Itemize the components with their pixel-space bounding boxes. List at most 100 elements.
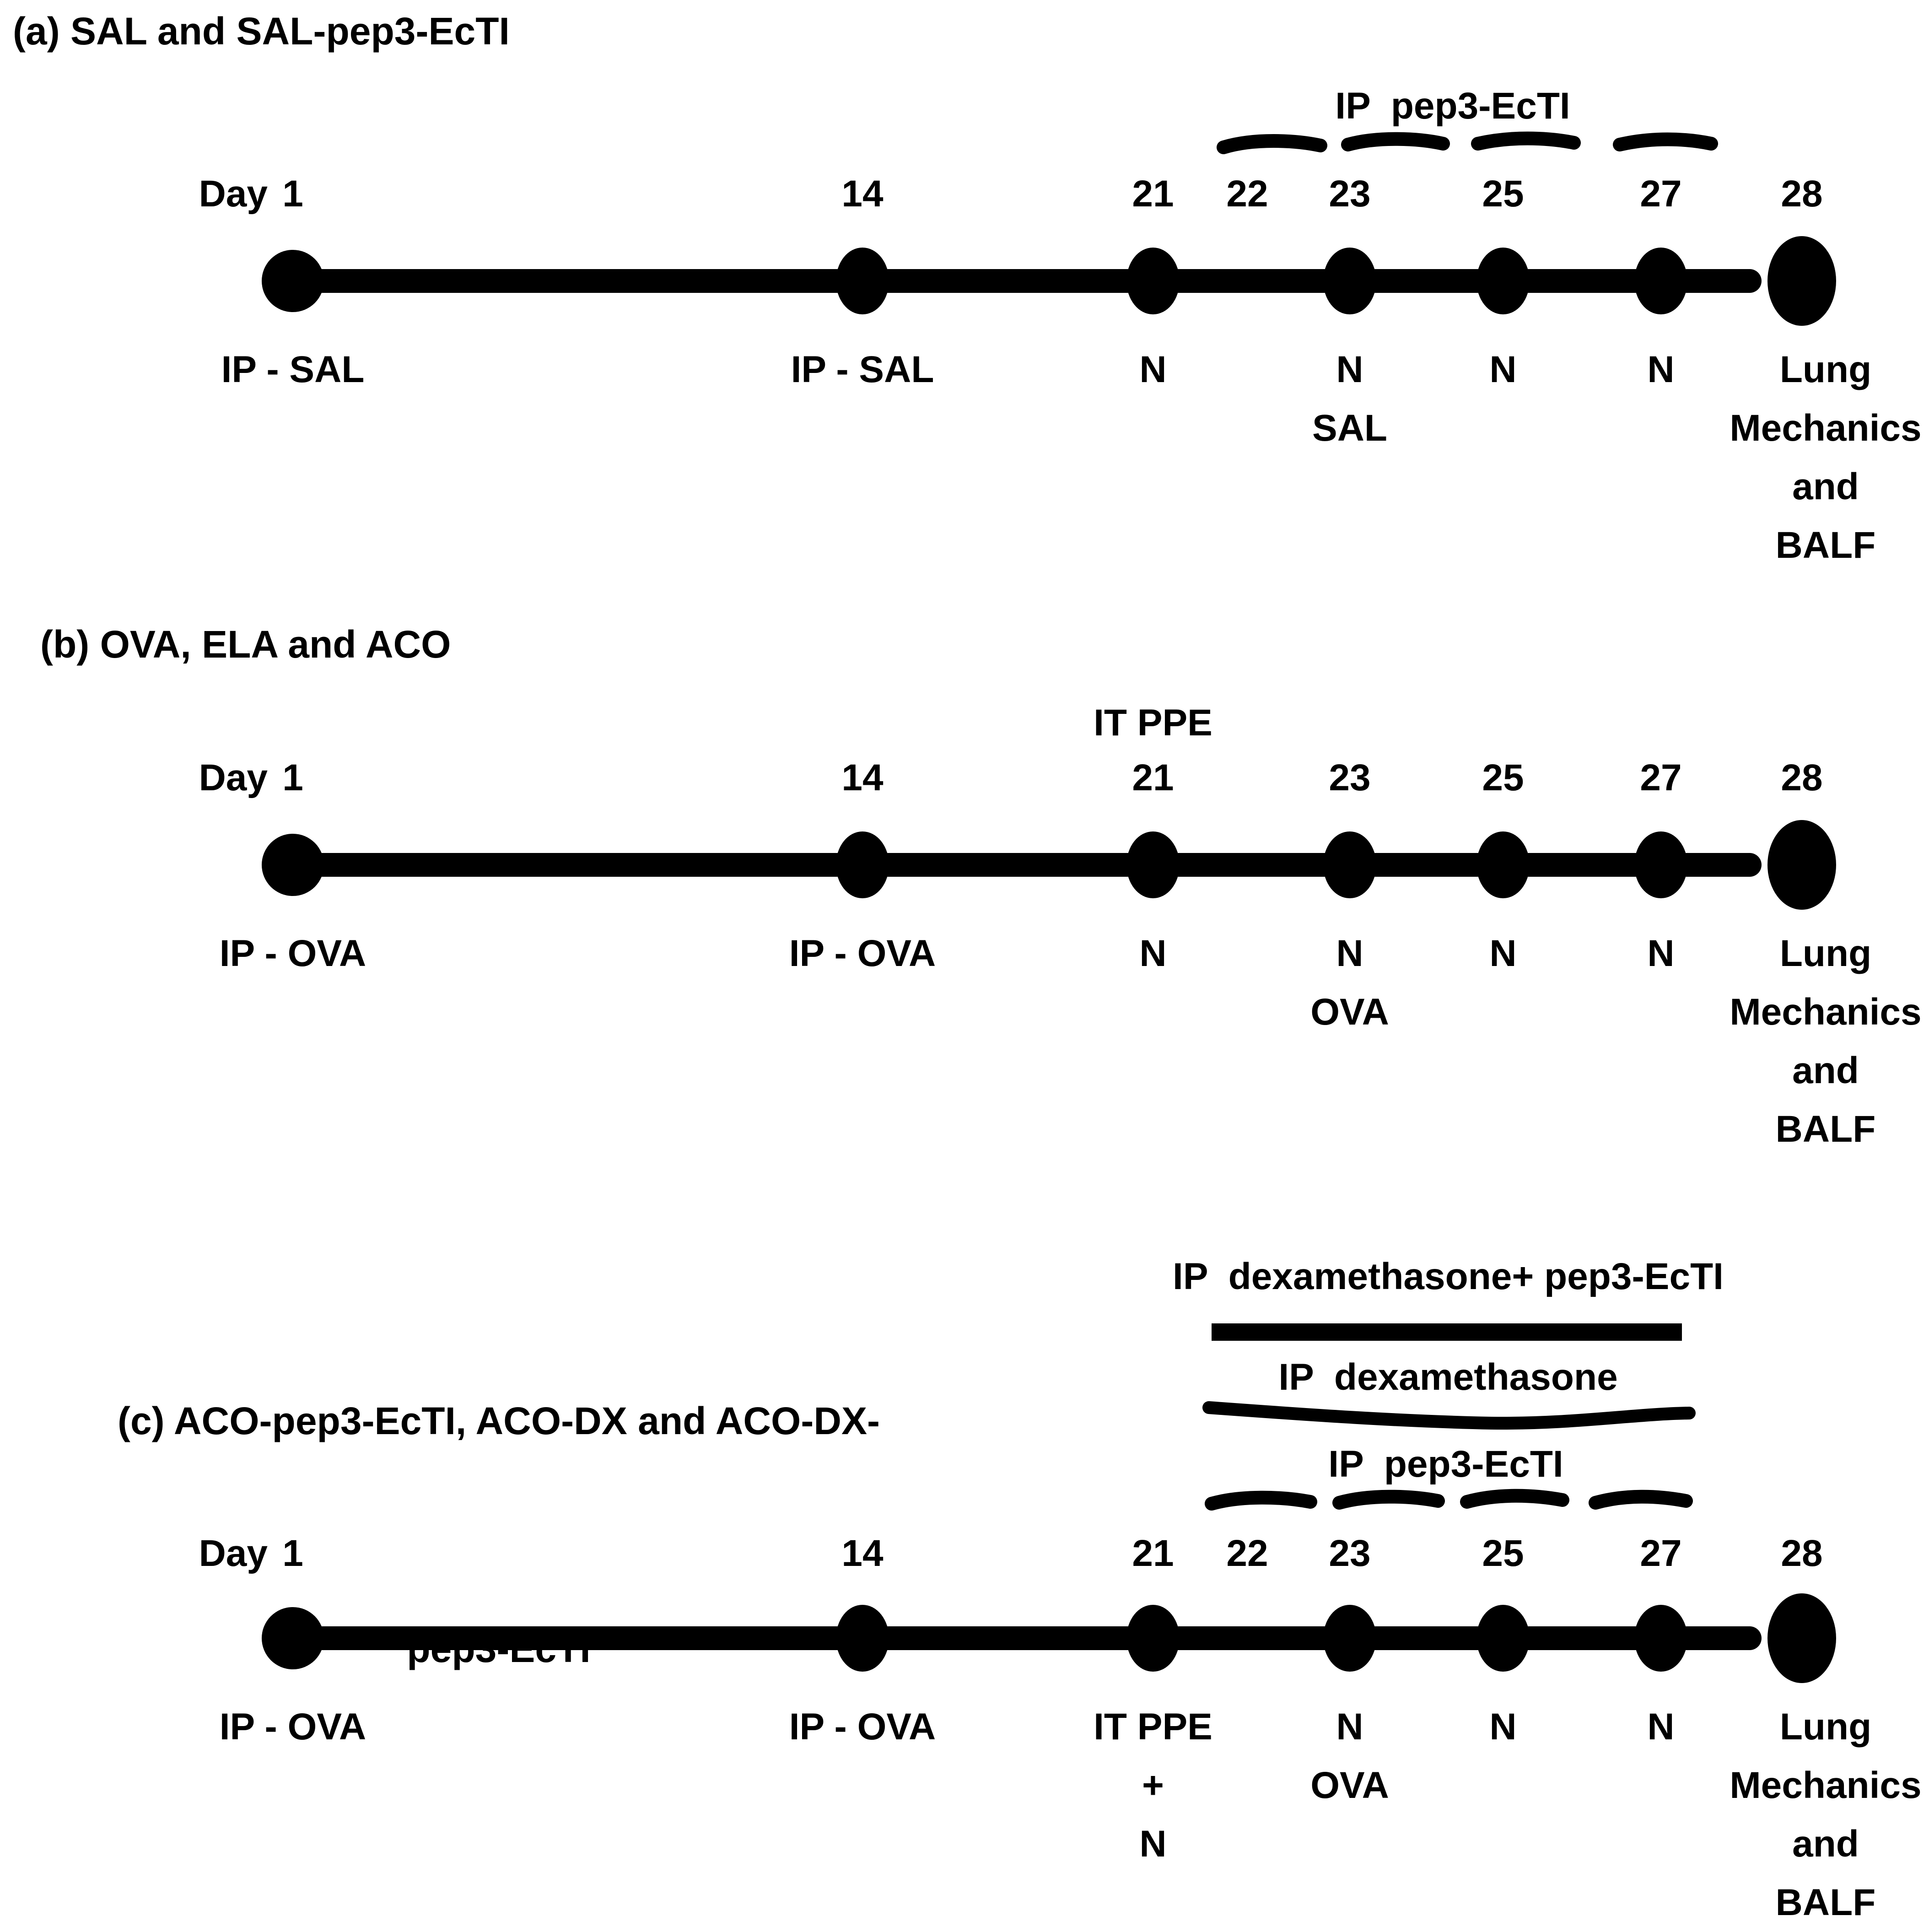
endpoint-line: Lung [1779,1706,1872,1748]
timeline-dot [1323,1605,1376,1672]
treatment-line: N [1489,1706,1517,1748]
treatment-line: N [1647,933,1675,974]
endpoint-line: and [1792,466,1859,507]
treatment-line: IP - SAL [791,349,934,390]
day-treatment-label: IP - OVA [789,924,936,983]
day-label: 25 [1482,173,1524,215]
treatment-line: IP - OVA [219,933,366,974]
treatment-line: N [1336,933,1363,974]
day-label: 1 [282,1533,303,1574]
treatment-line: IP - SAL [221,349,365,390]
dash-mark-icon [1613,132,1718,151]
timeline-dot [262,1607,324,1669]
day-word-label: Day [199,757,268,799]
timeline-dot [1634,831,1687,898]
day-treatment-label: IP - SAL [221,340,365,399]
treatment-line: N [1336,349,1363,390]
timeline-dot [1634,1605,1687,1672]
day-label: 22 [1226,173,1268,215]
treatment-line: N [1139,1823,1167,1865]
day-treatment-label: N OVA [1310,924,1389,1042]
timeline-dot [1126,831,1180,898]
it-ppe-annotation-label: IT PPE [1094,702,1212,744]
day-word-label: Day [199,1533,268,1574]
day-label: 28 [1781,757,1823,799]
day-treatment-label: N SAL [1312,340,1387,458]
day-treatment-label: IP - SAL [791,340,934,399]
treatment-line: N [1647,1706,1675,1748]
endpoint-label: Lung Mechanics and BALF [1730,924,1921,1159]
treatment-line: IP - OVA [219,1706,366,1748]
dash-mark-icon [1471,131,1581,151]
day-treatment-label: N [1489,924,1516,983]
treatment-line: N [1139,933,1167,974]
treatment-line: N [1489,933,1517,974]
timeline-dot [1126,1605,1180,1672]
timeline-dot [1126,248,1180,314]
day-treatment-label: IP - OVA [789,1698,936,1756]
endpoint-line: Mechanics [1730,991,1922,1033]
timeline-dot [836,1605,889,1672]
day-treatment-label: N [1647,1698,1674,1756]
day-label: 23 [1329,173,1371,215]
treatment-line: N [1647,349,1675,390]
endpoint-line: BALF [1775,524,1876,566]
day-label: 1 [282,173,303,215]
day-label: 22 [1226,1533,1268,1574]
day-word-label: Day [199,173,268,215]
timeline-dot-endpoint [1767,820,1836,910]
day-treatment-label: N [1647,924,1674,983]
day-label: 21 [1132,173,1174,215]
timeline-dot-endpoint [1767,1593,1836,1683]
dash-mark-icon [1589,1489,1693,1510]
endpoint-line: Lung [1779,349,1872,390]
pep3-ecti-annotation-label: IP pep3-EcTI [1328,1443,1563,1485]
day-treatment-label: N [1139,340,1166,399]
treatment-line: SAL [1312,407,1387,449]
dexamethasone-duration-line [1202,1401,1696,1430]
day-label: 21 [1132,1533,1174,1574]
day-label: 25 [1482,757,1524,799]
day-treatment-label: IT PPE + N [1094,1698,1212,1873]
endpoint-line: BALF [1775,1108,1876,1150]
day-treatment-label: N OVA [1310,1698,1389,1815]
panel-c-pep3-dash-marks-icon [1205,1489,1693,1511]
day-label: 14 [841,1533,884,1574]
panel-c-title-line1: (c) ACO-pep3-EcTI, ACO-DX and ACO-DX- [117,1399,880,1442]
day-label: 28 [1781,1533,1823,1574]
dexamethasone-pep3-duration-bar [1212,1323,1682,1341]
dash-mark-icon [1217,134,1327,154]
treatment-line: IP - OVA [789,933,936,974]
day-treatment-label: IP - OVA [220,1698,366,1756]
day-label: 27 [1640,1533,1682,1574]
day-treatment-label: N [1647,340,1674,399]
day-label: 21 [1132,757,1174,799]
panel-a-pep3-dash-marks-icon [1217,131,1718,154]
timeline-dot [1476,831,1530,898]
day-label: 25 [1482,1533,1524,1574]
endpoint-label: Lung Mechanics and BALF [1730,1698,1921,1932]
treatment-line: N [1139,349,1167,390]
day-label: 14 [841,173,884,215]
day-treatment-label: IP - OVA [220,924,366,983]
endpoint-label: Lung Mechanics and BALF [1730,340,1921,575]
timeline-dot [1323,248,1376,314]
day-label: 1 [282,757,303,799]
day-label: 27 [1640,173,1682,215]
treatment-line: + [1142,1765,1164,1806]
treatment-line: IT PPE [1094,1706,1212,1748]
endpoint-line: Lung [1779,933,1872,974]
endpoint-line: Mechanics [1730,407,1922,449]
timeline-dot [1476,1605,1530,1672]
timeline-dot-endpoint [1767,236,1836,326]
day-label: 28 [1781,173,1823,215]
endpoint-line: Mechanics [1730,1765,1922,1806]
day-treatment-label: N [1489,340,1516,399]
timeline-dot [1323,831,1376,898]
endpoint-line: and [1792,1050,1859,1091]
day-label: 23 [1329,757,1371,799]
treatment-line: N [1489,349,1517,390]
dexamethasone-annotation-label: IP dexamethasone [1278,1356,1618,1398]
panel-b-title: (b) OVA, ELA and ACO [40,623,451,666]
